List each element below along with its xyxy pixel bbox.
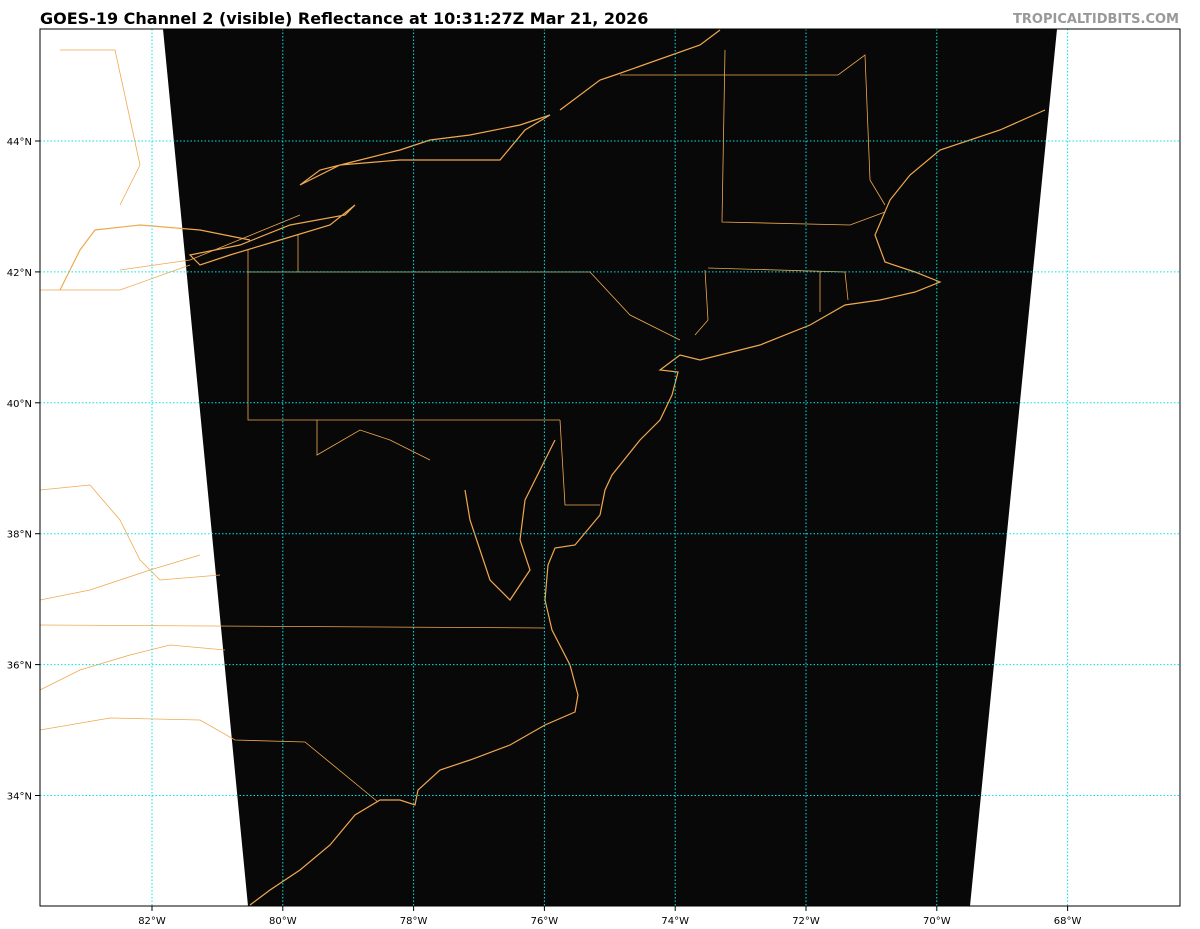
longitude-label: 78°W [400,916,428,927]
longitude-label: 72°W [792,916,820,927]
longitude-label: 70°W [923,916,951,927]
latitude-label: 34°N [7,792,32,803]
latitude-label: 36°N [7,661,32,672]
latitude-label: 38°N [7,530,32,541]
longitude-label: 68°W [1054,916,1082,927]
longitude-label: 76°W [531,916,559,927]
latitude-label: 42°N [7,268,32,279]
site-credit: TROPICALTIDBITS.COM [1013,12,1179,27]
map-title: GOES-19 Channel 2 (visible) Reflectance … [40,9,649,28]
gridlines [40,29,1180,906]
latitude-label: 40°N [7,399,32,410]
longitude-label: 74°W [661,916,689,927]
longitude-label: 80°W [269,916,297,927]
longitude-label: 82°W [138,916,166,927]
latitude-label: 44°N [7,137,32,148]
coastlines [59,29,1046,906]
satellite-imagery-swath [163,29,1057,906]
axis-ticks: 82°W 80°W 78°W 76°W 74°W 72°W 70°W 68°W 44°N 42°N… [7,137,1082,927]
map-frame [39,28,1181,907]
